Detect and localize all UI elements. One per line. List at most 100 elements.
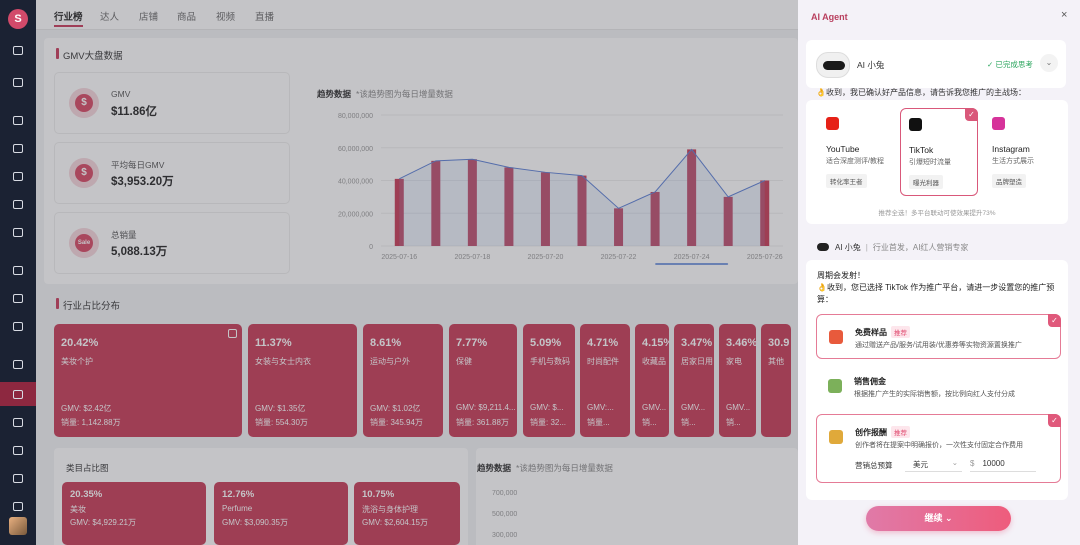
- area-fill: [399, 149, 765, 246]
- person-icon[interactable]: [0, 314, 36, 338]
- dollar-icon: $: [69, 88, 99, 118]
- recommend-note: 推荐全选！多平台联动可使效果提升73%: [878, 210, 996, 217]
- option-title: 免费样品 推荐: [855, 326, 910, 338]
- industry-tile[interactable]: 30.9 其他: [761, 324, 791, 437]
- bar[interactable]: [394, 178, 404, 246]
- trend2-ytick: 300,000: [492, 532, 518, 539]
- tab-live[interactable]: 直播: [255, 12, 275, 23]
- x-tick-label: 2025-07-22: [601, 254, 637, 261]
- shop-icon[interactable]: [0, 192, 36, 216]
- check-icon: ✓: [1048, 314, 1061, 327]
- diamond-icon[interactable]: [0, 352, 36, 376]
- bar[interactable]: [614, 208, 624, 246]
- budget-label: 营销总预算: [855, 461, 893, 470]
- chat-icon[interactable]: [0, 70, 36, 94]
- platform-badge: 曝光利器: [909, 175, 943, 189]
- user-icon[interactable]: [0, 410, 36, 434]
- industry-tile[interactable]: 20.42% 美妆个护 GMV: $2.42亿 销量: 1,142.88万: [54, 324, 242, 437]
- platform-youtube[interactable]: YouTube 适合深度测评/教程 转化率王者: [818, 108, 896, 196]
- cloud-icon[interactable]: [0, 38, 36, 62]
- trend-chart: 80,000,000 60,000,000 40,000,000 20,000,000…: [338, 113, 783, 265]
- tab-industry[interactable]: 行业榜: [54, 9, 83, 27]
- bar[interactable]: [723, 196, 733, 246]
- option-free-sample[interactable]: 免费样品 推荐 通过赠送产品/服务/试用装/优惠券等实物资源置换推广 ✓: [816, 314, 1061, 359]
- chevron-down-icon[interactable]: ⌄: [1040, 54, 1058, 72]
- industry-tile[interactable]: 3.47% 居家日用 GMV... 销...: [674, 324, 714, 437]
- bag-icon[interactable]: [0, 494, 36, 518]
- platform-card: [806, 100, 1068, 224]
- check-icon: ✓: [965, 108, 978, 121]
- continue-button[interactable]: 继续 ⌄: [866, 506, 1011, 531]
- box-icon[interactable]: [0, 258, 36, 282]
- industry-tile[interactable]: 8.61% 运动与户外 GMV: $1.02亿 销量: 345.94万: [363, 324, 443, 437]
- tab-shops[interactable]: 店铺: [139, 12, 159, 23]
- tab-videos[interactable]: 视频: [216, 12, 236, 23]
- bar[interactable]: [540, 172, 550, 246]
- agent-header: AI 小兔 ✓ 已完成思考 ⌄: [806, 40, 1066, 88]
- bar[interactable]: [467, 159, 477, 246]
- platform-name: Instagram: [992, 144, 1030, 154]
- kpi-label: GMV: [111, 89, 131, 99]
- category-title: 类目占比图: [66, 463, 109, 473]
- app-sidebar: S: [0, 0, 36, 545]
- industry-tile[interactable]: 5.09% 手机与数码 GMV: $... 销量: 32...: [523, 324, 575, 437]
- x-tick-label: 2025-07-24: [674, 254, 710, 261]
- trend2-ytick: 500,000: [492, 511, 518, 518]
- x-tick-label: 2025-07-16: [381, 254, 417, 261]
- platform-desc: 引爆短时流量: [909, 159, 951, 166]
- tiktok-icon: [909, 118, 922, 131]
- gift-icon: [829, 330, 843, 344]
- currency-select[interactable]: 美元 ⌄: [905, 455, 962, 472]
- thinking-status: ✓ 已完成思考: [987, 60, 1033, 69]
- industry-tile[interactable]: 7.77% 保健 GMV: $9,211.4... 销量: 361.88万: [449, 324, 517, 437]
- category-tile[interactable]: 12.76% Perfume GMV: $3,090.35万: [214, 482, 348, 545]
- avatar[interactable]: [9, 517, 27, 535]
- agent-name: AI 小兔: [857, 60, 885, 70]
- checkbox[interactable]: [228, 329, 237, 338]
- edit-icon[interactable]: [0, 466, 36, 490]
- trend-chart-title: 趋势数据 *该趋势图为每日增量数据: [317, 89, 453, 99]
- y-tick-label: 80,000,000: [338, 113, 373, 120]
- bar[interactable]: [687, 149, 697, 246]
- bar[interactable]: [650, 191, 660, 246]
- bar[interactable]: [504, 167, 514, 246]
- platform-tiktok[interactable]: TikTok 引爆短时流量 曝光利器 ✓: [900, 108, 978, 196]
- app-logo[interactable]: S: [8, 9, 28, 29]
- tab-products[interactable]: 商品: [177, 12, 197, 23]
- industry-tile[interactable]: 11.37% 女装与女士内衣 GMV: $1.35亿 销量: 554.30万: [248, 324, 357, 437]
- industry-tile[interactable]: 4.15%收藏品GMV...销...: [635, 324, 669, 437]
- layers-icon[interactable]: [0, 286, 36, 310]
- user-icon[interactable]: [0, 164, 36, 188]
- option-sales-commission[interactable]: 销售佣金 根据推广产生的实际销售额，按比例向红人支付分成: [816, 366, 1061, 408]
- option-creator-fee[interactable]: 创作报酬 推荐 创作者将在提案中明确报价，一次性支付固定合作费用 ✓: [816, 414, 1061, 483]
- bar[interactable]: [760, 180, 770, 247]
- user-icon[interactable]: [0, 108, 36, 132]
- budget-amount-input[interactable]: $10000: [970, 455, 1036, 472]
- kpi-value: $3,953.20万: [111, 176, 174, 188]
- analytics-icon[interactable]: [0, 382, 36, 406]
- option-desc: 通过赠送产品/服务/试用装/优惠券等实物资源置换推广: [855, 342, 1022, 349]
- bar[interactable]: [577, 175, 587, 246]
- agent-intro: AI 小兔 | 行业首发，AI红人营销专家: [817, 242, 968, 253]
- scroll-indicator[interactable]: [655, 263, 729, 265]
- option-title: 销售佣金: [854, 377, 886, 386]
- category-tile[interactable]: 20.35% 美妆 GMV: $4,929.21万: [62, 482, 206, 545]
- user-icon[interactable]: [0, 438, 36, 462]
- bar[interactable]: [431, 160, 441, 246]
- user-icon[interactable]: [0, 136, 36, 160]
- industry-tile[interactable]: 4.71% 时尚配件 GMV:... 销量...: [580, 324, 630, 437]
- platform-instagram[interactable]: Instagram 生活方式展示 品牌塑造: [984, 108, 1062, 196]
- doc-icon[interactable]: [0, 220, 36, 244]
- category-tile[interactable]: 10.75% 洗浴与身体护理 GMV: $2,604.15万: [354, 482, 460, 545]
- industry-tile[interactable]: 3.46% 家电 GMV... 销...: [719, 324, 756, 437]
- chevron-down-icon: ⌄: [951, 458, 958, 467]
- platform-desc: 生活方式展示: [992, 158, 1034, 165]
- y-tick-label: 0: [369, 244, 373, 251]
- platform-name: YouTube: [826, 144, 860, 154]
- trend-line: [399, 148, 765, 209]
- gmv-section-title: GMV大盘数据: [56, 48, 123, 62]
- instagram-icon: [992, 117, 1005, 130]
- close-icon[interactable]: ×: [1061, 9, 1068, 21]
- tab-creators[interactable]: 达人: [100, 12, 120, 23]
- platform-desc: 适合深度测评/教程: [826, 158, 884, 165]
